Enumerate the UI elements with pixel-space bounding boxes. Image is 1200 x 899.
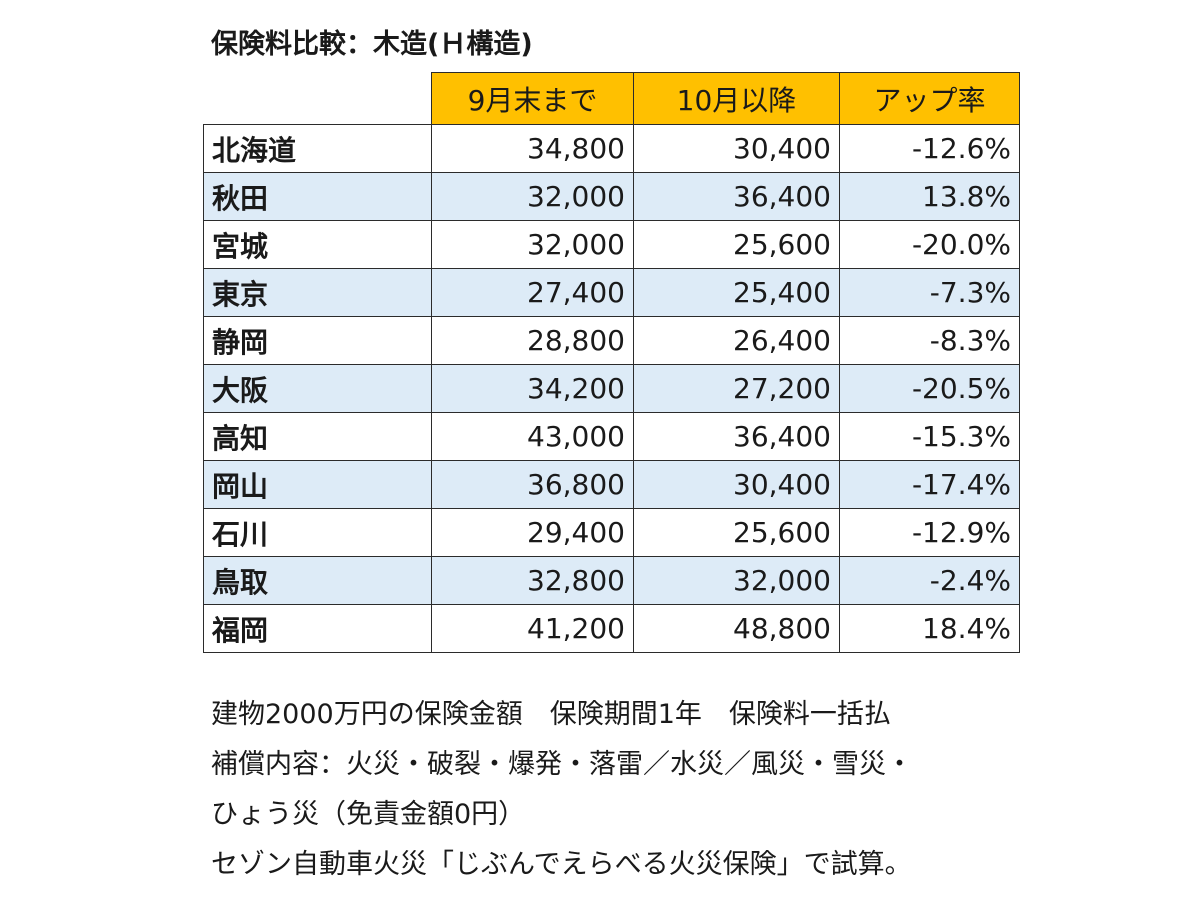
premium-after-cell: 30,400 bbox=[633, 124, 840, 173]
premium-before-cell: 32,000 bbox=[431, 220, 634, 269]
prefecture-cell: 宮城 bbox=[203, 220, 432, 269]
table-row: 大阪 34,200 27,200 -20.5% bbox=[203, 364, 1020, 413]
table-row: 北海道 34,800 30,400 -12.6% bbox=[203, 124, 1020, 173]
prefecture-cell: 石川 bbox=[203, 508, 432, 557]
table-row: 秋田 32,000 36,400 13.8% bbox=[203, 172, 1020, 221]
table-row: 宮城 32,000 25,600 -20.0% bbox=[203, 220, 1020, 269]
prefecture-cell: 高知 bbox=[203, 412, 432, 461]
premium-before-cell: 27,400 bbox=[431, 268, 634, 317]
premium-before-cell: 43,000 bbox=[431, 412, 634, 461]
table-row: 東京 27,400 25,400 -7.3% bbox=[203, 268, 1020, 317]
table-row: 鳥取 32,800 32,000 -2.4% bbox=[203, 556, 1020, 605]
increase-rate-cell: -17.4% bbox=[839, 460, 1020, 509]
footnote-line: ひょう災（免責金額0円） bbox=[211, 799, 526, 830]
premium-after-cell: 26,400 bbox=[633, 316, 840, 365]
premium-before-cell: 28,800 bbox=[431, 316, 634, 365]
premium-after-cell: 48,800 bbox=[633, 604, 840, 653]
column-header-after-october: 10月以降 bbox=[633, 72, 840, 125]
table-corner-cell bbox=[203, 72, 432, 125]
footnote-line: セゾン自動車火災「じぶんでえらべる火災保険」で試算。 bbox=[211, 849, 912, 880]
premium-before-cell: 36,800 bbox=[431, 460, 634, 509]
premium-after-cell: 25,400 bbox=[633, 268, 840, 317]
table-row: 岡山 36,800 30,400 -17.4% bbox=[203, 460, 1020, 509]
prefecture-cell: 福岡 bbox=[203, 604, 432, 653]
table-row: 石川 29,400 25,600 -12.9% bbox=[203, 508, 1020, 557]
column-header-before-october: 9月末まで bbox=[431, 72, 634, 125]
premium-after-cell: 30,400 bbox=[633, 460, 840, 509]
prefecture-cell: 鳥取 bbox=[203, 556, 432, 605]
premium-before-cell: 41,200 bbox=[431, 604, 634, 653]
increase-rate-cell: -7.3% bbox=[839, 268, 1020, 317]
increase-rate-cell: -20.0% bbox=[839, 220, 1020, 269]
premium-after-cell: 36,400 bbox=[633, 412, 840, 461]
premium-after-cell: 36,400 bbox=[633, 172, 840, 221]
table-row: 静岡 28,800 26,400 -8.3% bbox=[203, 316, 1020, 365]
increase-rate-cell: -8.3% bbox=[839, 316, 1020, 365]
increase-rate-cell: -12.6% bbox=[839, 124, 1020, 173]
premium-after-cell: 25,600 bbox=[633, 508, 840, 557]
increase-rate-cell: -20.5% bbox=[839, 364, 1020, 413]
footnote-line: 補償内容：火災・破裂・爆発・落雷／水災／風災・雪災・ bbox=[211, 749, 913, 780]
prefecture-cell: 北海道 bbox=[203, 124, 432, 173]
table-header-row: 9月末まで 10月以降 アップ率 bbox=[203, 72, 1020, 125]
premium-comparison-table: 9月末まで 10月以降 アップ率 北海道 34,800 30,400 -12.6… bbox=[203, 72, 1020, 653]
premium-before-cell: 32,800 bbox=[431, 556, 634, 605]
premium-before-cell: 34,200 bbox=[431, 364, 634, 413]
prefecture-cell: 静岡 bbox=[203, 316, 432, 365]
premium-before-cell: 32,000 bbox=[431, 172, 634, 221]
increase-rate-cell: -2.4% bbox=[839, 556, 1020, 605]
prefecture-cell: 秋田 bbox=[203, 172, 432, 221]
table-row: 福岡 41,200 48,800 18.4% bbox=[203, 604, 1020, 653]
prefecture-cell: 岡山 bbox=[203, 460, 432, 509]
footnote-line: 建物2000万円の保険金額 保険期間1年 保険料一括払 bbox=[211, 699, 891, 730]
premium-before-cell: 29,400 bbox=[431, 508, 634, 557]
page-title: 保険料比較：木造(Ｈ構造) bbox=[211, 29, 533, 60]
increase-rate-cell: -15.3% bbox=[839, 412, 1020, 461]
premium-after-cell: 27,200 bbox=[633, 364, 840, 413]
premium-after-cell: 25,600 bbox=[633, 220, 840, 269]
increase-rate-cell: 18.4% bbox=[839, 604, 1020, 653]
premium-after-cell: 32,000 bbox=[633, 556, 840, 605]
premium-before-cell: 34,800 bbox=[431, 124, 634, 173]
increase-rate-cell: -12.9% bbox=[839, 508, 1020, 557]
table-row: 高知 43,000 36,400 -15.3% bbox=[203, 412, 1020, 461]
prefecture-cell: 大阪 bbox=[203, 364, 432, 413]
footnotes: 建物2000万円の保険金額 保険期間1年 保険料一括払 補償内容：火災・破裂・爆… bbox=[211, 690, 913, 890]
prefecture-cell: 東京 bbox=[203, 268, 432, 317]
increase-rate-cell: 13.8% bbox=[839, 172, 1020, 221]
column-header-increase-rate: アップ率 bbox=[839, 72, 1020, 125]
